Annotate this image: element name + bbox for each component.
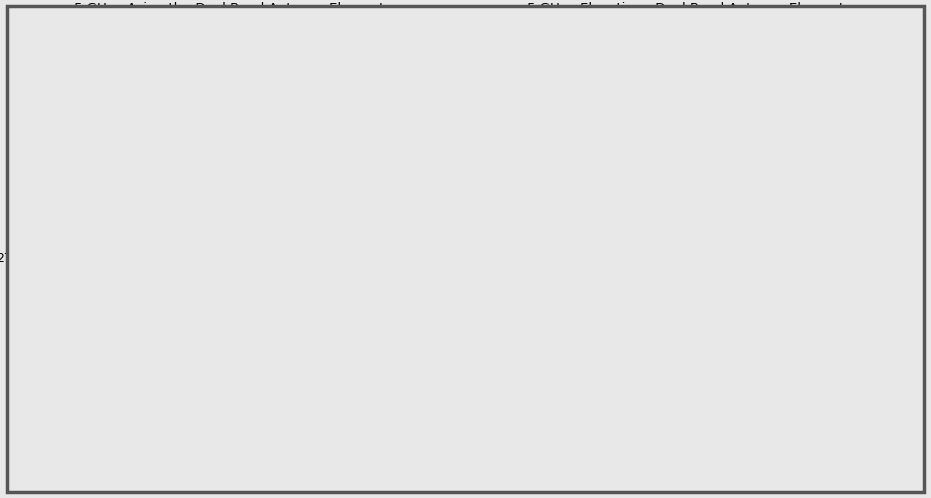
Title: Cisco C9130AXI Antenna Patterns
5 GHz - Azimuth - Dual Band Antenna Elements: Cisco C9130AXI Antenna Patterns 5 GHz - … — [74, 0, 391, 14]
Title: Cisco C9130AXI Antenna Patterns
5 GHz - Elevation - Dual Band Antenna Elements: Cisco C9130AXI Antenna Patterns 5 GHz - … — [527, 0, 851, 14]
